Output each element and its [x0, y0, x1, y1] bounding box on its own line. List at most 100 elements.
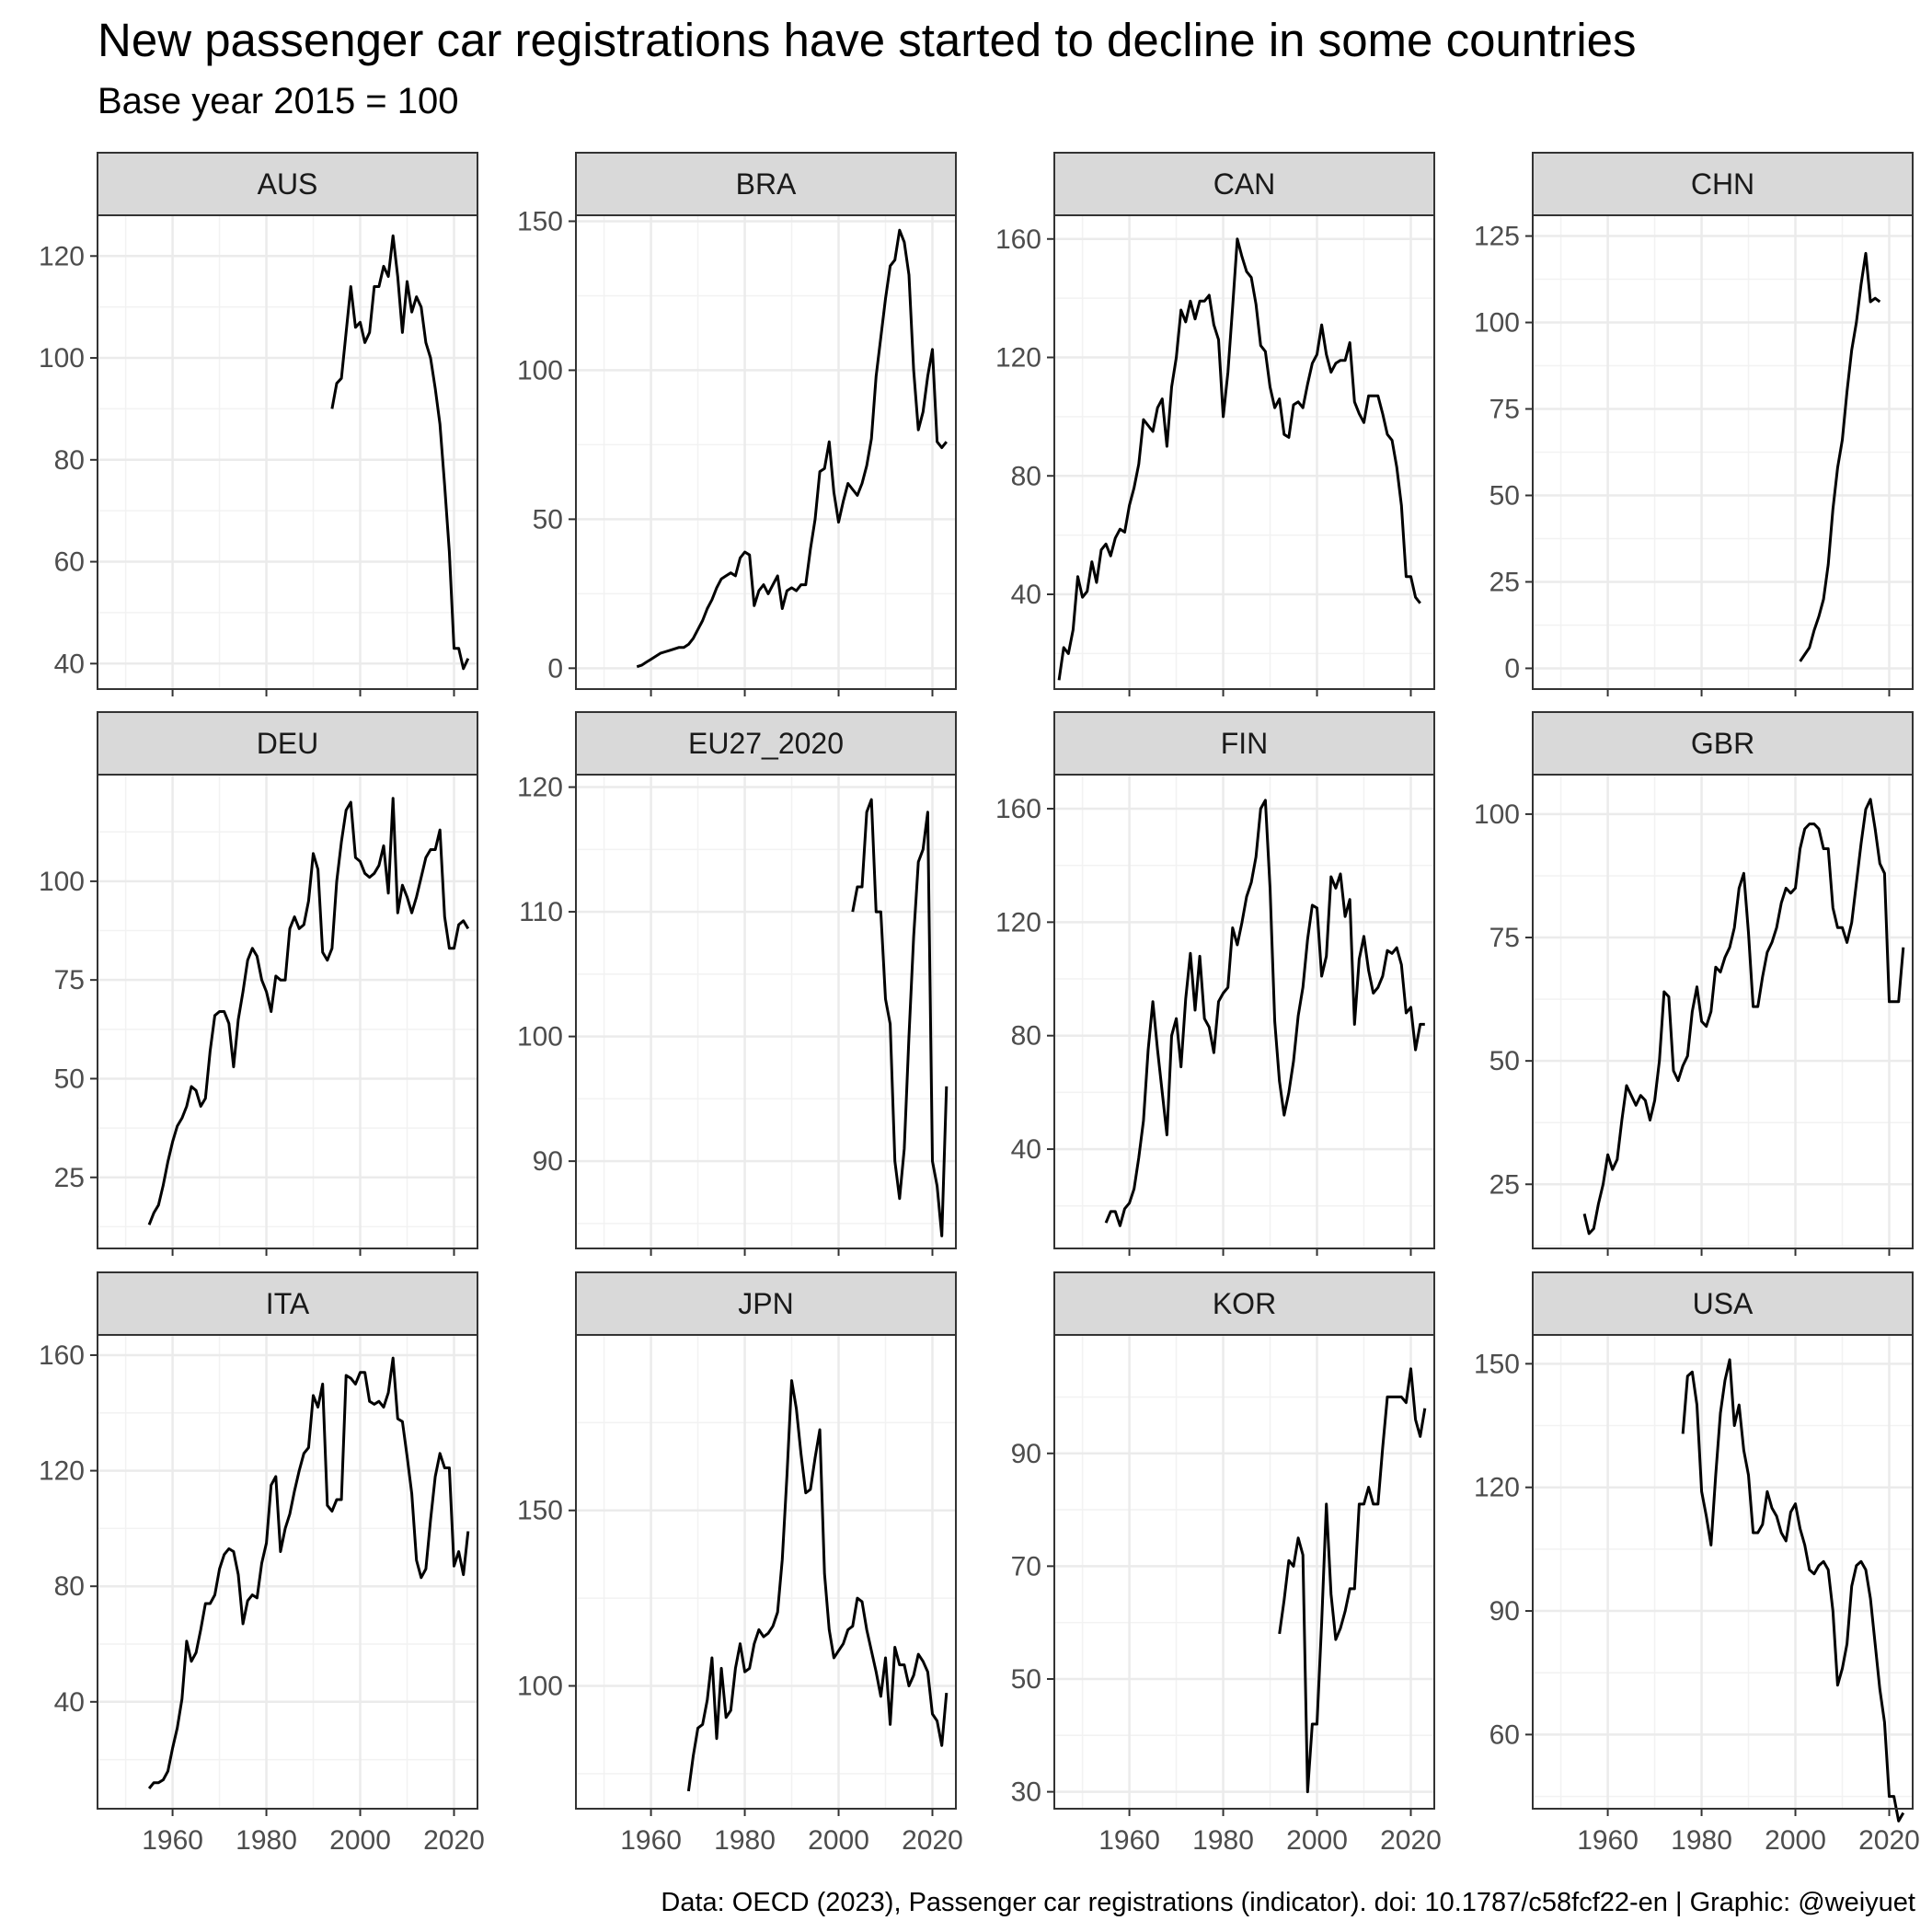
y-tick-label: 100	[517, 1671, 563, 1701]
y-tick-label: 80	[54, 1571, 85, 1602]
facet-label: ITA	[266, 1287, 310, 1320]
series-line-fin	[1104, 799, 1425, 1227]
y-tick-label: 75	[1489, 923, 1520, 953]
y-tick-label: 25	[1489, 1169, 1520, 1200]
y-tick-label: 160	[39, 1340, 85, 1371]
chart-title: New passenger car registrations have sta…	[98, 14, 1637, 66]
chart-caption: Data: OECD (2023), Passenger car registr…	[661, 1888, 1915, 1917]
x-tick-label: 1980	[236, 1825, 297, 1856]
y-tick-label: 120	[1474, 1473, 1520, 1503]
y-tick-label: 50	[54, 1064, 85, 1094]
y-tick-label: 150	[517, 206, 563, 236]
y-tick-label: 75	[54, 965, 85, 995]
facet-strip	[575, 1271, 957, 1336]
series-line-can	[1057, 237, 1421, 681]
facet-label: GBR	[1691, 727, 1754, 760]
y-tick-label: 80	[54, 445, 85, 476]
y-tick-label: 125	[1474, 222, 1520, 252]
panel-border	[1532, 774, 1914, 1249]
y-tick-label: 50	[533, 504, 563, 535]
x-tick-label: 1980	[1671, 1825, 1732, 1856]
panel-border	[97, 214, 478, 690]
x-tick-label: 2020	[1380, 1825, 1442, 1856]
facet-strip	[1053, 152, 1435, 216]
series-line-ita	[147, 1356, 470, 1789]
series-line-gbr	[1582, 798, 1905, 1236]
x-tick-label: 2000	[1286, 1825, 1348, 1856]
y-tick-label: 90	[1489, 1596, 1520, 1627]
facet-strip	[575, 152, 957, 216]
y-tick-label: 40	[54, 1687, 85, 1718]
y-tick-label: 110	[519, 897, 563, 927]
y-tick-label: 0	[547, 653, 563, 684]
panel-border	[1532, 1334, 1914, 1810]
y-tick-label: 40	[1011, 580, 1041, 610]
panel-bra: BRA 0 50 100 150	[517, 152, 957, 696]
y-tick-label: 150	[517, 1496, 563, 1526]
series-line-jpn	[686, 1379, 949, 1792]
series-line-aus	[330, 234, 470, 671]
facet-label: FIN	[1221, 727, 1269, 760]
series-line-usa	[1681, 1358, 1905, 1823]
x-tick-label: 1980	[714, 1825, 776, 1856]
series-line-bra	[636, 228, 948, 669]
facet-label: BRA	[736, 167, 797, 201]
y-tick-label: 30	[1011, 1777, 1041, 1808]
panel-border	[97, 1334, 478, 1810]
x-tick-label: 2000	[329, 1825, 391, 1856]
y-tick-label: 100	[39, 867, 85, 897]
facet-label: USA	[1693, 1287, 1754, 1320]
y-tick-label: 70	[1011, 1551, 1041, 1581]
panel-border	[1532, 214, 1914, 690]
y-tick-label: 120	[517, 773, 563, 803]
y-tick-label: 120	[995, 343, 1041, 374]
panel-border	[575, 774, 957, 1249]
y-tick-label: 160	[995, 794, 1041, 824]
y-tick-label: 50	[1489, 1046, 1520, 1076]
series-line-kor	[1278, 1367, 1427, 1794]
y-tick-label: 160	[995, 224, 1041, 255]
panel-aus: AUS 40 60 80 100 120	[39, 152, 478, 696]
y-tick-label: 90	[1011, 1439, 1041, 1469]
panel-deu: DEU 25 50 75 100	[39, 711, 478, 1256]
y-tick-label: 25	[1489, 567, 1520, 597]
facet-label: DEU	[257, 727, 319, 760]
y-tick-label: 100	[517, 1022, 563, 1052]
x-tick-label: 2000	[1765, 1825, 1826, 1856]
chart-subtitle: Base year 2015 = 100	[98, 81, 459, 121]
panel-border	[1053, 774, 1435, 1249]
facet-strip	[1053, 711, 1435, 776]
y-tick-label: 25	[54, 1163, 85, 1193]
x-tick-label: 1960	[1577, 1825, 1639, 1856]
x-tick-label: 2020	[902, 1825, 963, 1856]
y-tick-label: 80	[1011, 1021, 1041, 1052]
facet-label: JPN	[738, 1287, 793, 1320]
y-tick-label: 100	[39, 343, 85, 374]
y-tick-label: 50	[1489, 480, 1520, 511]
x-tick-label: 2000	[808, 1825, 869, 1856]
y-tick-label: 60	[1489, 1719, 1520, 1750]
panel-fin: FIN 40 80 120 160	[995, 711, 1435, 1256]
panel-kor: KOR 30 50 70 90 1960 1980 2000 2020	[1011, 1271, 1442, 1856]
y-tick-label: 150	[1474, 1349, 1520, 1379]
panel-eu27-2020: EU27_2020 90 100 110 120	[517, 711, 957, 1256]
y-tick-label: 40	[1011, 1134, 1041, 1165]
y-tick-label: 90	[533, 1146, 563, 1177]
x-tick-label: 1960	[620, 1825, 682, 1856]
y-tick-label: 100	[1474, 308, 1520, 339]
panel-can: CAN 40 80 120 160	[995, 152, 1435, 696]
facet-label: EU27_2020	[688, 727, 844, 760]
facet-strip	[1532, 711, 1914, 776]
y-tick-label: 75	[1489, 395, 1520, 425]
panel-chn: CHN 0 25 50 75 100 125	[1474, 152, 1914, 696]
panel-border	[97, 774, 478, 1249]
series-line-deu	[147, 797, 470, 1225]
series-line-eu27-2020	[851, 798, 949, 1237]
y-tick-label: 100	[1474, 799, 1520, 830]
x-tick-label: 2020	[423, 1825, 485, 1856]
y-tick-label: 120	[995, 907, 1041, 937]
x-tick-label: 1960	[1098, 1825, 1160, 1856]
panel-border	[1053, 1334, 1435, 1810]
y-tick-label: 120	[39, 1456, 85, 1487]
